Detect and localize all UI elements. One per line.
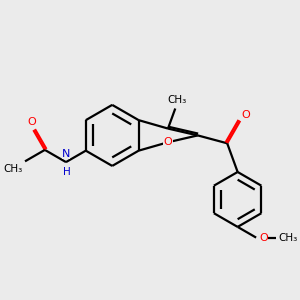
Text: O: O (164, 137, 172, 147)
Text: CH₃: CH₃ (279, 232, 298, 243)
Text: O: O (259, 232, 268, 243)
Text: O: O (242, 110, 250, 119)
Text: O: O (28, 117, 36, 128)
Text: H: H (63, 167, 71, 177)
Text: N: N (62, 149, 70, 159)
Text: CH₃: CH₃ (3, 164, 22, 174)
Text: CH₃: CH₃ (167, 95, 186, 105)
